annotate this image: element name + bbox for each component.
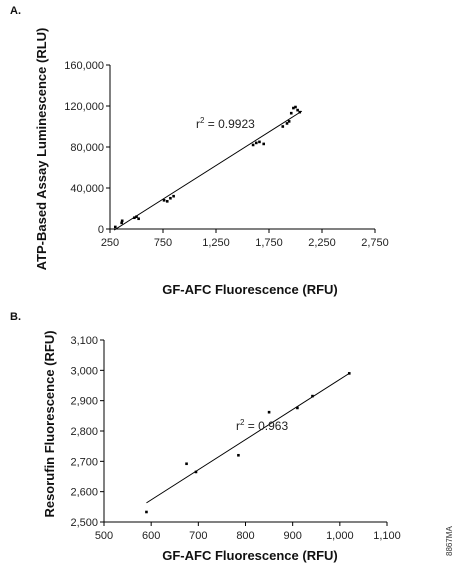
panel-a-label: A. xyxy=(10,5,21,17)
panel-b-x-title: GF-AFC Fluorescence (RFU) xyxy=(162,548,338,563)
panel-b-data-point xyxy=(296,406,299,410)
panel-b-data-point xyxy=(185,462,188,466)
panel-b-r2-annotation: r2 = 0.963 xyxy=(236,418,288,433)
panel-b-data-point xyxy=(267,410,271,414)
panel-a-x-tick-label: 1,250 xyxy=(202,237,230,249)
panel-a-data-point xyxy=(133,216,136,220)
panel-a-data-point xyxy=(162,199,166,202)
panel-a-data-point xyxy=(294,105,297,109)
panel-a-y-title: ATP-Based Assay Luminescence (RLU) xyxy=(34,28,49,271)
panel-b-fit-line xyxy=(146,372,350,504)
panel-a-data-point xyxy=(281,125,285,128)
panel-b-x-ticks: 500 600 700 800 900 1,000 1,100 xyxy=(95,522,401,542)
panel-b-y-tick-label: 2,900 xyxy=(70,396,98,408)
panel-b-data-point xyxy=(311,394,314,398)
panel-b-points xyxy=(145,372,351,514)
panel-b-y-ticks: 2,500 2,600 2,700 2,800 2,900 3,000 3,100 xyxy=(70,335,104,529)
panel-a-data-point xyxy=(135,215,138,218)
panel-a-x-tick-label: 2,750 xyxy=(361,237,389,249)
panel-a-data-point xyxy=(298,110,302,114)
figure-id: 8867MA xyxy=(445,526,454,556)
panel-a-x-ticks: 250 750 1,250 1,750 2,250 2,750 xyxy=(101,229,389,249)
panel-a-data-point xyxy=(165,200,169,203)
panel-a-data-point xyxy=(254,141,258,145)
panel-a-y-tick-label: 0 xyxy=(98,224,104,236)
panel-b-x-tick-label: 700 xyxy=(189,530,207,542)
panel-b-x-tick-label: 1,000 xyxy=(326,530,354,542)
panel-a-data-point xyxy=(120,221,123,225)
panel-a-y-tick-label: 80,000 xyxy=(70,142,104,154)
panel-a-data-point xyxy=(292,106,295,110)
panel-b-data-point xyxy=(194,470,198,474)
panel-b-y-tick-label: 3,100 xyxy=(70,335,98,347)
panel-a-x-tick-label: 2,250 xyxy=(308,237,336,249)
panel-b-y-tick-label: 3,000 xyxy=(70,365,98,377)
panel-b-x-tick-label: 1,100 xyxy=(373,530,401,542)
panel-a-data-point xyxy=(172,194,175,198)
panel-a-fit-line xyxy=(113,110,303,231)
panel-b-data-point xyxy=(237,453,240,457)
panel-a-y-tick-label: 120,000 xyxy=(64,101,104,113)
panel-b-chart: B. 2,500 2,600 2,700 2,800 2,900 3,000 3,100 5… xyxy=(10,311,401,563)
panel-a-y-tick-label: 160,000 xyxy=(64,60,104,72)
panel-b-y-tick-label: 2,800 xyxy=(70,426,98,438)
panel-b-y-tick-label: 2,700 xyxy=(70,456,98,468)
panel-a-data-point xyxy=(296,108,299,112)
panel-b-data-point xyxy=(347,372,351,375)
panel-a-data-point xyxy=(120,219,124,223)
panel-a-data-point xyxy=(169,196,172,200)
panel-b-x-tick-label: 500 xyxy=(95,530,113,542)
panel-b-x-tick-label: 600 xyxy=(142,530,160,542)
panel-a-data-point xyxy=(114,225,117,229)
panel-b-y-tick-label: 2,500 xyxy=(70,517,98,529)
panel-a-x-tick-label: 1,750 xyxy=(255,237,283,249)
panel-a-data-point xyxy=(285,122,289,125)
panel-a-data-point xyxy=(137,217,140,221)
panel-a-y-tick-label: 40,000 xyxy=(70,183,104,195)
panel-b-x-tick-label: 800 xyxy=(236,530,254,542)
panel-a-data-point xyxy=(262,142,265,146)
panel-a-chart: A. 0 40,000 80,000 120,000 160,000 250 750 1,2… xyxy=(10,5,389,297)
panel-a-x-title: GF-AFC Fluorescence (RFU) xyxy=(162,282,338,297)
panel-a-data-point xyxy=(251,143,255,147)
panel-a-data-point xyxy=(289,111,293,115)
panel-a-points xyxy=(114,105,302,229)
panel-b-y-tick-label: 2,600 xyxy=(70,487,98,499)
panel-a-r2-annotation: r2 = 0.9923 xyxy=(196,116,255,131)
panel-a-x-tick-label: 250 xyxy=(101,237,119,249)
panel-a-x-tick-label: 750 xyxy=(154,237,172,249)
panel-b-y-title: Resorufin Fluorescence (RFU) xyxy=(42,330,57,517)
panel-b-data-point xyxy=(145,510,148,514)
panel-b-label: B. xyxy=(10,311,21,323)
panel-b-x-tick-label: 900 xyxy=(283,530,301,542)
panel-a-data-point xyxy=(287,120,291,123)
panel-a-y-ticks: 0 40,000 80,000 120,000 160,000 xyxy=(64,60,110,236)
panel-a-data-point xyxy=(258,140,261,144)
